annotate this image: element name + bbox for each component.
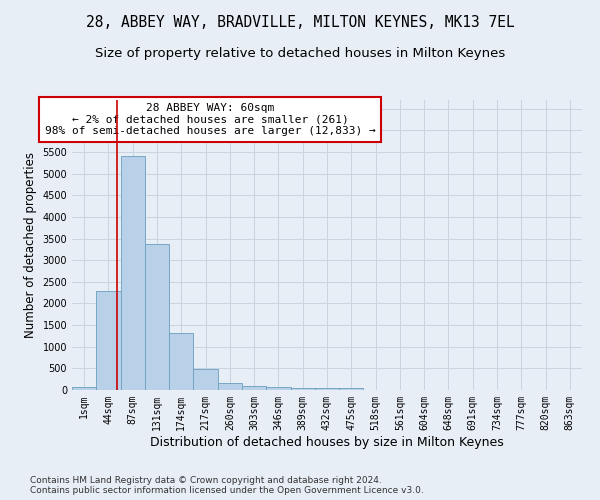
Bar xyxy=(169,334,193,390)
Bar xyxy=(266,387,290,390)
Bar xyxy=(72,387,96,390)
Text: Size of property relative to detached houses in Milton Keynes: Size of property relative to detached ho… xyxy=(95,48,505,60)
Bar xyxy=(315,388,339,390)
Bar xyxy=(145,244,169,390)
Text: 28 ABBEY WAY: 60sqm
← 2% of detached houses are smaller (261)
98% of semi-detach: 28 ABBEY WAY: 60sqm ← 2% of detached hou… xyxy=(45,103,376,136)
X-axis label: Distribution of detached houses by size in Milton Keynes: Distribution of detached houses by size … xyxy=(150,436,504,448)
Bar xyxy=(96,292,121,390)
Bar xyxy=(242,386,266,390)
Bar xyxy=(218,383,242,390)
Text: 28, ABBEY WAY, BRADVILLE, MILTON KEYNES, MK13 7EL: 28, ABBEY WAY, BRADVILLE, MILTON KEYNES,… xyxy=(86,15,514,30)
Bar xyxy=(290,388,315,390)
Bar xyxy=(121,156,145,390)
Y-axis label: Number of detached properties: Number of detached properties xyxy=(24,152,37,338)
Bar xyxy=(193,370,218,390)
Text: Contains HM Land Registry data © Crown copyright and database right 2024.
Contai: Contains HM Land Registry data © Crown c… xyxy=(30,476,424,495)
Bar xyxy=(339,388,364,390)
